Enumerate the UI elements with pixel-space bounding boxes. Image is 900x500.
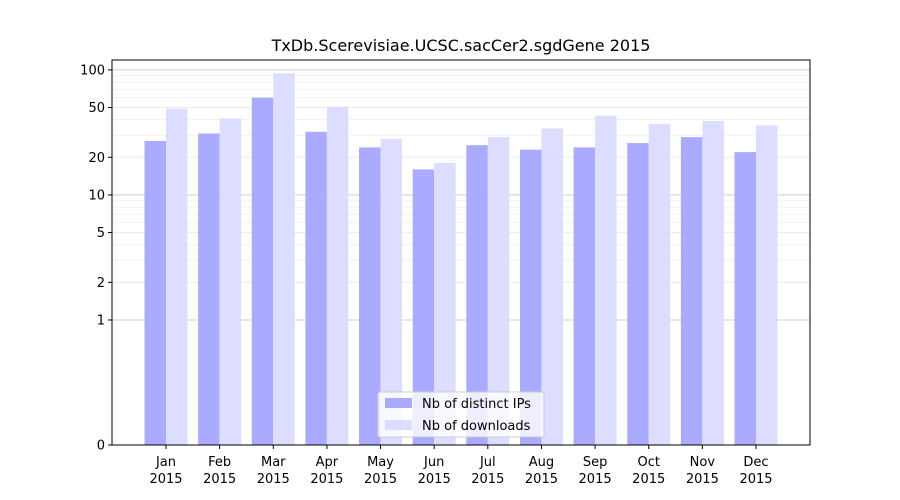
x-tick-label-month: May <box>367 455 394 470</box>
bar-downloads <box>434 163 456 445</box>
x-tick-label-year: 2015 <box>310 472 343 487</box>
x-tick-label-year: 2015 <box>525 472 558 487</box>
x-tick-label-month: Oct <box>637 455 659 470</box>
x-tick-label-month: Jun <box>423 455 444 470</box>
x-axis: Jan 2015 Feb 2015 Mar 2015 Apr 2015 May 2015 Jun 20… <box>149 445 773 487</box>
x-tick-label-month: Jan <box>155 455 176 470</box>
x-tick-label-year: 2015 <box>364 472 397 487</box>
y-axis: 0 1 2 5 10 20 50 100 <box>80 63 112 454</box>
x-tick-label-month: Nov <box>690 455 716 470</box>
bar-distinct-ips <box>251 97 274 445</box>
bar-distinct-ips <box>412 169 435 445</box>
legend-label-distinct-ips: Nb of distinct IPs <box>422 397 531 412</box>
bar-downloads <box>166 108 188 445</box>
y-tick-label: 5 <box>97 226 105 241</box>
x-tick-label-year: 2015 <box>739 472 772 487</box>
x-tick-label-month: Feb <box>208 455 231 470</box>
bar-distinct-ips <box>734 152 756 445</box>
x-tick-label-year: 2015 <box>686 472 719 487</box>
y-tick-label: 100 <box>80 63 105 78</box>
x-tick-label-month: Jul <box>479 455 496 470</box>
x-tick-label-month: Apr <box>316 455 339 470</box>
bar-downloads <box>702 121 724 446</box>
chart-title: TxDb.Scerevisiae.UCSC.sacCer2.sgdGene 20… <box>271 36 651 55</box>
y-tick-label: 0 <box>97 439 105 454</box>
plot-frame <box>111 59 811 446</box>
y-tick-label: 50 <box>88 101 105 116</box>
legend-swatch-distinct-ips <box>385 398 412 408</box>
bar-distinct-ips <box>305 131 327 445</box>
bar-distinct-ips <box>627 143 649 445</box>
y-tick-label: 1 <box>97 313 105 328</box>
legend: Nb of distinct IPs Nb of downloads <box>377 391 545 438</box>
x-tick-label-month: Sep <box>583 455 608 470</box>
legend-label-downloads: Nb of downloads <box>422 419 531 434</box>
bar-distinct-ips <box>359 147 381 446</box>
x-tick-label-year: 2015 <box>149 472 182 487</box>
x-tick-label-year: 2015 <box>632 472 665 487</box>
legend-box <box>377 391 545 438</box>
x-tick-label-year: 2015 <box>257 472 290 487</box>
x-tick-label-year: 2015 <box>471 472 504 487</box>
legend-swatch-downloads <box>385 420 412 430</box>
x-tick-label-year: 2015 <box>203 472 236 487</box>
bar-distinct-ips <box>198 133 220 445</box>
bar-downloads <box>380 139 403 445</box>
bar-distinct-ips <box>573 147 596 446</box>
bar-downloads <box>595 115 617 445</box>
y-tick-label: 10 <box>88 188 105 203</box>
y-tick-label: 20 <box>88 151 105 166</box>
x-tick-label-year: 2015 <box>418 472 451 487</box>
bar-distinct-ips <box>144 140 166 445</box>
bar-downloads <box>541 128 563 445</box>
x-tick-label-month: Mar <box>261 455 286 470</box>
bar-distinct-ips <box>680 137 703 445</box>
bar-downloads <box>648 123 671 445</box>
bar-downloads <box>326 106 349 445</box>
bars <box>144 73 778 446</box>
x-tick-label-month: Dec <box>743 455 768 470</box>
x-tick-label-year: 2015 <box>579 472 612 487</box>
bar-downloads <box>219 118 242 445</box>
bar-downloads <box>273 73 295 446</box>
bar-distinct-ips <box>519 149 542 446</box>
x-tick-label-month: Aug <box>529 455 554 470</box>
bar-downloads <box>756 125 778 445</box>
y-tick-label: 2 <box>97 276 105 291</box>
bar-downloads <box>487 137 510 445</box>
bar-distinct-ips <box>466 145 488 445</box>
